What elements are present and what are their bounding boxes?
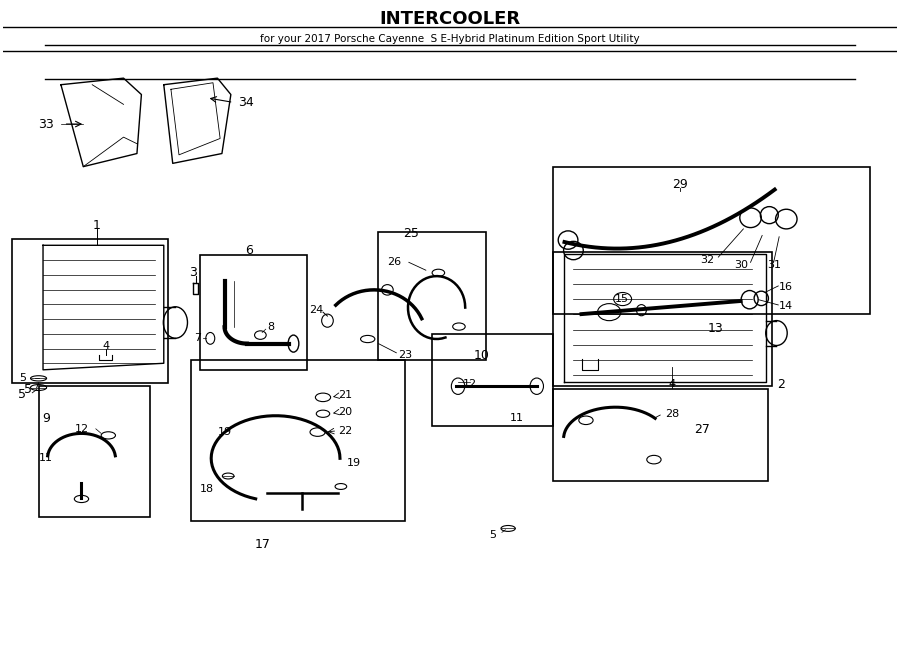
Text: 11: 11 [39, 453, 53, 463]
Text: 14: 14 [779, 301, 793, 311]
Text: 12: 12 [463, 379, 477, 389]
Text: 27: 27 [694, 423, 710, 436]
Text: 19: 19 [218, 427, 231, 437]
Text: 26: 26 [388, 256, 401, 266]
Text: 15: 15 [615, 294, 629, 304]
Text: 21: 21 [338, 390, 352, 400]
Text: 22: 22 [338, 426, 353, 436]
Bar [191, 360, 405, 521]
Text: 13: 13 [707, 322, 724, 335]
Text: 5: 5 [19, 388, 26, 401]
Text: 17: 17 [254, 538, 270, 551]
Text: 25: 25 [403, 227, 419, 240]
Text: 11: 11 [510, 412, 524, 422]
Bar [553, 252, 772, 386]
Text: 16: 16 [779, 282, 793, 292]
Text: 4: 4 [102, 340, 109, 350]
Text: 20: 20 [338, 407, 352, 418]
Text: 30: 30 [734, 260, 749, 270]
Bar [553, 389, 768, 481]
Text: 9: 9 [41, 412, 50, 426]
Text: 23: 23 [398, 350, 412, 360]
Text: 31: 31 [767, 260, 781, 270]
Text: 6: 6 [245, 244, 253, 257]
Text: 5: 5 [19, 373, 26, 383]
Text: 19: 19 [346, 458, 361, 468]
Text: 10: 10 [473, 349, 490, 362]
Text: 7: 7 [194, 333, 202, 343]
Text: 5: 5 [490, 530, 497, 540]
Text: 32: 32 [700, 254, 715, 264]
Text: 8: 8 [267, 322, 274, 332]
Text: 18: 18 [200, 484, 214, 494]
Text: for your 2017 Porsche Cayenne  S E-Hybrid Platinum Edition Sport Utility: for your 2017 Porsche Cayenne S E-Hybrid… [260, 34, 640, 44]
Bar [553, 167, 870, 314]
Text: 29: 29 [672, 178, 688, 191]
Text: INTERCOOLER: INTERCOOLER [380, 10, 520, 28]
Text: 4: 4 [669, 379, 675, 389]
Text: 12: 12 [75, 424, 88, 434]
Text: 33: 33 [38, 118, 54, 130]
Text: 1: 1 [93, 219, 101, 232]
Bar [39, 386, 150, 518]
Bar [12, 239, 168, 383]
Text: 34: 34 [238, 96, 254, 109]
Text: 28: 28 [665, 408, 679, 418]
Bar [200, 255, 307, 369]
Text: 5: 5 [23, 383, 32, 396]
Bar [378, 232, 486, 360]
Bar [432, 334, 553, 426]
Text: 24: 24 [309, 305, 323, 315]
Text: 2: 2 [777, 377, 785, 391]
Text: 3: 3 [189, 266, 197, 280]
